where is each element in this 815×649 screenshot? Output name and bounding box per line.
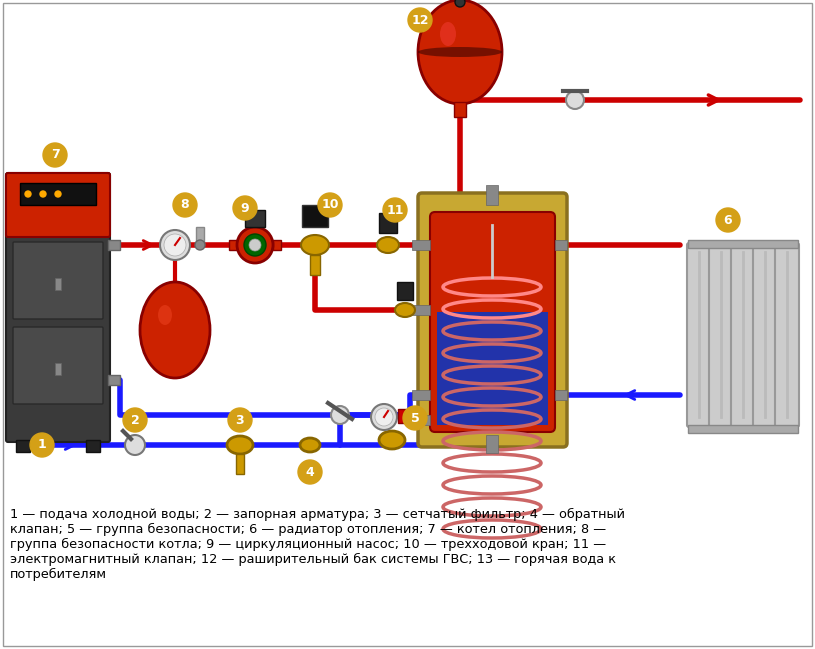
Bar bbox=[86, 440, 100, 452]
FancyBboxPatch shape bbox=[753, 243, 777, 427]
Circle shape bbox=[408, 8, 432, 32]
Ellipse shape bbox=[379, 431, 405, 449]
Circle shape bbox=[43, 143, 67, 167]
Bar bbox=[412, 415, 430, 425]
Text: 1: 1 bbox=[37, 439, 46, 452]
Circle shape bbox=[318, 193, 342, 217]
Bar bbox=[108, 375, 120, 385]
Circle shape bbox=[164, 234, 186, 256]
Circle shape bbox=[298, 460, 322, 484]
Ellipse shape bbox=[140, 282, 210, 378]
Ellipse shape bbox=[227, 436, 253, 454]
Bar bbox=[555, 390, 567, 400]
Text: 3: 3 bbox=[236, 413, 244, 426]
Circle shape bbox=[125, 435, 145, 455]
Bar bbox=[688, 425, 798, 433]
Bar bbox=[555, 240, 567, 250]
Bar bbox=[412, 390, 430, 400]
Text: 4: 4 bbox=[306, 465, 315, 478]
Bar bbox=[454, 102, 466, 117]
Bar bbox=[412, 305, 430, 315]
Circle shape bbox=[173, 193, 197, 217]
Bar bbox=[16, 440, 30, 452]
Circle shape bbox=[237, 227, 273, 263]
FancyBboxPatch shape bbox=[430, 212, 555, 432]
FancyBboxPatch shape bbox=[709, 243, 733, 427]
Text: 7: 7 bbox=[51, 149, 59, 162]
Ellipse shape bbox=[418, 47, 502, 57]
Bar bbox=[302, 205, 328, 227]
FancyBboxPatch shape bbox=[6, 173, 110, 442]
Text: 5: 5 bbox=[411, 411, 420, 424]
Bar bbox=[245, 210, 265, 227]
Bar bbox=[55, 278, 61, 290]
Text: 2: 2 bbox=[130, 413, 139, 426]
Circle shape bbox=[371, 404, 397, 430]
Text: 8: 8 bbox=[181, 199, 189, 212]
Circle shape bbox=[383, 198, 407, 222]
Bar bbox=[20, 183, 96, 205]
FancyBboxPatch shape bbox=[775, 243, 799, 427]
Circle shape bbox=[25, 191, 31, 197]
Bar bbox=[412, 240, 430, 250]
Circle shape bbox=[160, 230, 190, 260]
Circle shape bbox=[123, 408, 147, 432]
Bar bbox=[229, 240, 237, 250]
Circle shape bbox=[228, 408, 252, 432]
Bar bbox=[196, 227, 204, 245]
Bar bbox=[108, 240, 120, 250]
Circle shape bbox=[455, 0, 465, 7]
Circle shape bbox=[233, 196, 257, 220]
Circle shape bbox=[403, 406, 427, 430]
Text: 9: 9 bbox=[240, 201, 249, 215]
Bar bbox=[397, 282, 413, 300]
Circle shape bbox=[55, 191, 61, 197]
Text: 11: 11 bbox=[386, 204, 403, 217]
Bar bbox=[688, 240, 798, 248]
Circle shape bbox=[30, 433, 54, 457]
Bar bbox=[486, 435, 498, 453]
Circle shape bbox=[195, 240, 205, 250]
Bar bbox=[310, 255, 320, 275]
Ellipse shape bbox=[395, 303, 415, 317]
Ellipse shape bbox=[158, 305, 172, 325]
Ellipse shape bbox=[301, 235, 329, 255]
Text: 6: 6 bbox=[724, 214, 733, 227]
Circle shape bbox=[249, 239, 261, 251]
Text: 10: 10 bbox=[321, 199, 339, 212]
Circle shape bbox=[40, 191, 46, 197]
Circle shape bbox=[716, 208, 740, 232]
Text: 1 — подача холодной воды; 2 — запорная арматура; 3 — сетчатый фильтр; 4 — обратн: 1 — подача холодной воды; 2 — запорная а… bbox=[10, 508, 625, 582]
Ellipse shape bbox=[377, 237, 399, 253]
Ellipse shape bbox=[418, 0, 502, 104]
Bar bbox=[236, 454, 244, 474]
FancyBboxPatch shape bbox=[687, 243, 711, 427]
FancyBboxPatch shape bbox=[6, 173, 110, 237]
FancyBboxPatch shape bbox=[418, 193, 567, 447]
FancyBboxPatch shape bbox=[13, 242, 103, 319]
Circle shape bbox=[375, 408, 393, 426]
Ellipse shape bbox=[300, 438, 320, 452]
Bar bbox=[437, 312, 548, 425]
Circle shape bbox=[244, 234, 266, 256]
FancyBboxPatch shape bbox=[731, 243, 755, 427]
FancyBboxPatch shape bbox=[13, 327, 103, 404]
Ellipse shape bbox=[440, 22, 456, 46]
Circle shape bbox=[566, 91, 584, 109]
Bar bbox=[273, 240, 281, 250]
Bar bbox=[55, 363, 61, 375]
Circle shape bbox=[331, 406, 349, 424]
Bar bbox=[398, 409, 406, 423]
Text: 12: 12 bbox=[412, 14, 429, 27]
Bar bbox=[379, 213, 397, 233]
Bar bbox=[486, 185, 498, 205]
